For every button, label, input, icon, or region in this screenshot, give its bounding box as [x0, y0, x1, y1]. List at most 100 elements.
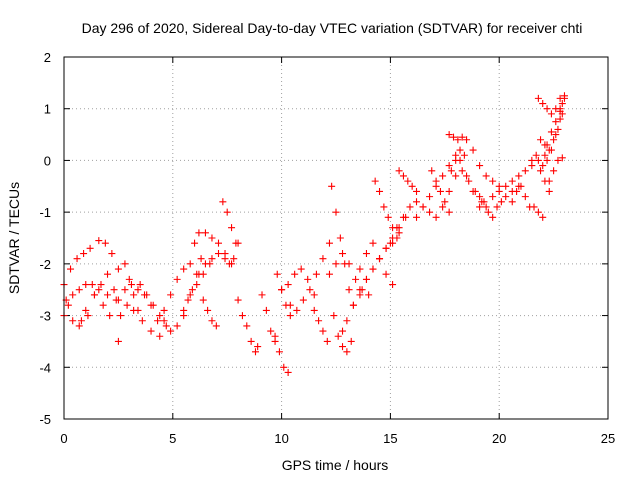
- data-point: [114, 296, 122, 304]
- data-point: [362, 275, 370, 283]
- data-point: [452, 172, 460, 180]
- data-point: [201, 229, 209, 237]
- data-point: [262, 306, 270, 314]
- data-point: [521, 167, 529, 175]
- data-point: [219, 198, 227, 206]
- x-tick-label: 20: [492, 431, 506, 446]
- data-point: [349, 301, 357, 309]
- data-point: [82, 281, 90, 289]
- data-point: [125, 275, 133, 283]
- data-point: [352, 275, 360, 283]
- data-point: [386, 239, 394, 247]
- data-point: [136, 281, 144, 289]
- data-point: [482, 172, 490, 180]
- data-point: [75, 322, 83, 330]
- data-point: [528, 156, 536, 164]
- data-point: [291, 270, 299, 278]
- data-point: [495, 182, 503, 190]
- series-seg22: [286, 239, 333, 314]
- data-point: [426, 208, 434, 216]
- data-point: [389, 281, 397, 289]
- data-point: [306, 286, 314, 294]
- data-point: [208, 255, 216, 263]
- data-point: [234, 239, 242, 247]
- data-point: [312, 270, 320, 278]
- data-point: [310, 291, 318, 299]
- data-point: [334, 332, 342, 340]
- x-axis-label: GPS time / hours: [282, 457, 389, 473]
- data-point: [489, 213, 497, 221]
- data-point: [258, 291, 266, 299]
- data-point: [304, 275, 312, 283]
- data-point: [447, 167, 455, 175]
- data-point: [393, 234, 401, 242]
- y-tick-label: -1: [39, 205, 51, 220]
- data-point: [380, 203, 388, 211]
- data-point: [284, 368, 292, 376]
- data-point: [547, 128, 555, 136]
- data-point: [80, 250, 88, 258]
- data-point: [325, 239, 333, 247]
- data-point: [134, 306, 142, 314]
- series-seg32: [395, 167, 421, 195]
- series-seg5: [114, 281, 162, 325]
- series-seg16: [225, 239, 242, 268]
- data-point: [167, 291, 175, 299]
- series-seg14: [199, 296, 220, 330]
- data-point: [497, 198, 505, 206]
- series-seg8: [136, 281, 170, 330]
- data-point: [275, 348, 283, 356]
- data-point: [543, 141, 551, 149]
- data-point: [339, 327, 347, 335]
- data-point: [369, 265, 377, 273]
- data-point: [251, 348, 259, 356]
- data-point: [160, 317, 168, 325]
- data-point: [208, 317, 216, 325]
- series-seg12: [191, 229, 236, 268]
- data-point: [382, 244, 390, 252]
- data-point: [482, 203, 490, 211]
- y-tick-label: -3: [39, 309, 51, 324]
- data-point: [339, 250, 347, 258]
- data-point: [534, 94, 542, 102]
- data-point: [336, 234, 344, 242]
- data-point: [223, 208, 231, 216]
- data-point: [541, 151, 549, 159]
- data-point: [221, 255, 229, 263]
- data-point: [399, 213, 407, 221]
- data-point: [556, 105, 564, 113]
- data-point: [297, 265, 305, 273]
- data-point: [345, 286, 353, 294]
- data-point: [208, 234, 216, 242]
- data-point: [463, 136, 471, 144]
- data-point: [69, 291, 77, 299]
- data-point: [299, 296, 307, 304]
- data-point: [376, 187, 384, 195]
- data-point: [243, 322, 251, 330]
- data-point: [550, 167, 558, 175]
- data-point: [413, 213, 421, 221]
- data-point: [395, 229, 403, 237]
- data-point: [395, 167, 403, 175]
- data-point: [214, 239, 222, 247]
- data-point: [341, 260, 349, 268]
- data-point: [439, 172, 447, 180]
- data-point: [95, 237, 103, 245]
- data-point: [134, 286, 142, 294]
- data-point: [84, 312, 92, 320]
- data-point: [186, 291, 194, 299]
- series-seg7: [121, 260, 142, 314]
- series-seg48: [545, 154, 566, 185]
- series-seg10: [160, 260, 214, 335]
- data-point: [339, 343, 347, 351]
- data-point: [343, 348, 351, 356]
- data-point: [193, 281, 201, 289]
- data-point: [271, 332, 279, 340]
- x-tick-label: 10: [274, 431, 288, 446]
- data-point: [180, 265, 188, 273]
- data-point: [114, 337, 122, 345]
- series-seg20: [271, 332, 292, 376]
- data-point: [347, 337, 355, 345]
- data-point: [537, 136, 545, 144]
- data-point: [465, 177, 473, 185]
